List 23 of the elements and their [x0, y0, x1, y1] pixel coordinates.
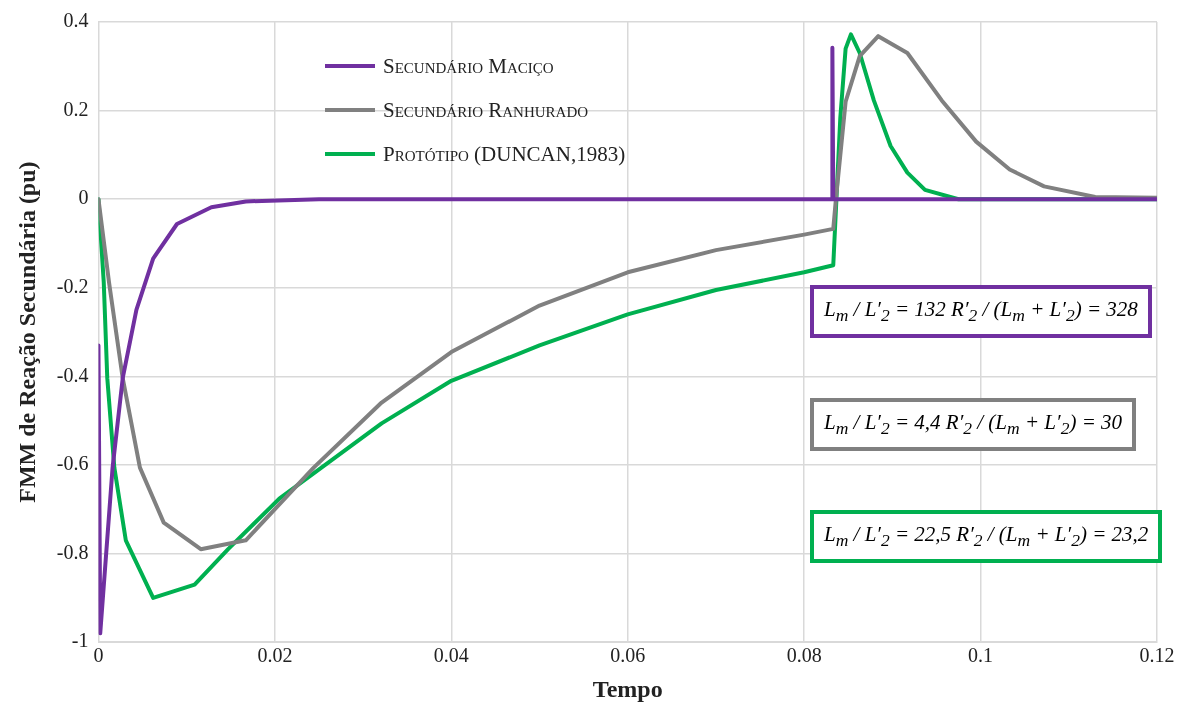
y-tick-label: -0.2 — [56, 275, 89, 298]
x-tick-label: 0.08 — [786, 644, 822, 667]
x-axis-title: Tempo — [592, 675, 663, 702]
x-tick-label: 0.04 — [433, 644, 469, 667]
y-tick-label: 0.2 — [63, 97, 89, 120]
legend-label: Secundário Maciço — [383, 53, 554, 79]
y-tick-label: -0.6 — [56, 452, 89, 475]
x-tick-label: 0.02 — [257, 644, 293, 667]
y-tick-label: -0.8 — [56, 540, 89, 563]
x-tick-label: 0 — [93, 644, 104, 667]
text: L$_{m}$ / L′$_{2}$ = 22,5 R′$_{2}$ / (L$_{m}$ + L′$_{2}$) = 23,2 — [824, 522, 1149, 551]
y-tick-label: 0.4 — [63, 9, 89, 32]
y-axis-title: FMM de Reação Secundária (pu) — [13, 161, 40, 503]
text: L$_{m}$ / L′$_{2}$ = 4,4 R′$_{2}$ / (L$_{m}$ + L′$_{2}$) = 30 — [824, 410, 1123, 439]
text: L$_{m}$ / L′$_{2}$ = 132 R′$_{2}$ / (L$_{m}$ + L′$_{2}$) = 328 — [824, 297, 1138, 326]
x-tick-label: 0.1 — [968, 644, 994, 667]
y-tick-label: -1 — [71, 629, 89, 652]
y-tick-label: -0.4 — [56, 363, 89, 386]
legend-label: Secundário Ranhurado — [383, 97, 589, 123]
y-tick-label: 0 — [78, 186, 89, 209]
x-tick-label: 0.12 — [1139, 644, 1175, 667]
x-tick-label: 0.06 — [610, 644, 646, 667]
legend-label: Protótipo (DUNCAN,1983) — [383, 141, 626, 167]
